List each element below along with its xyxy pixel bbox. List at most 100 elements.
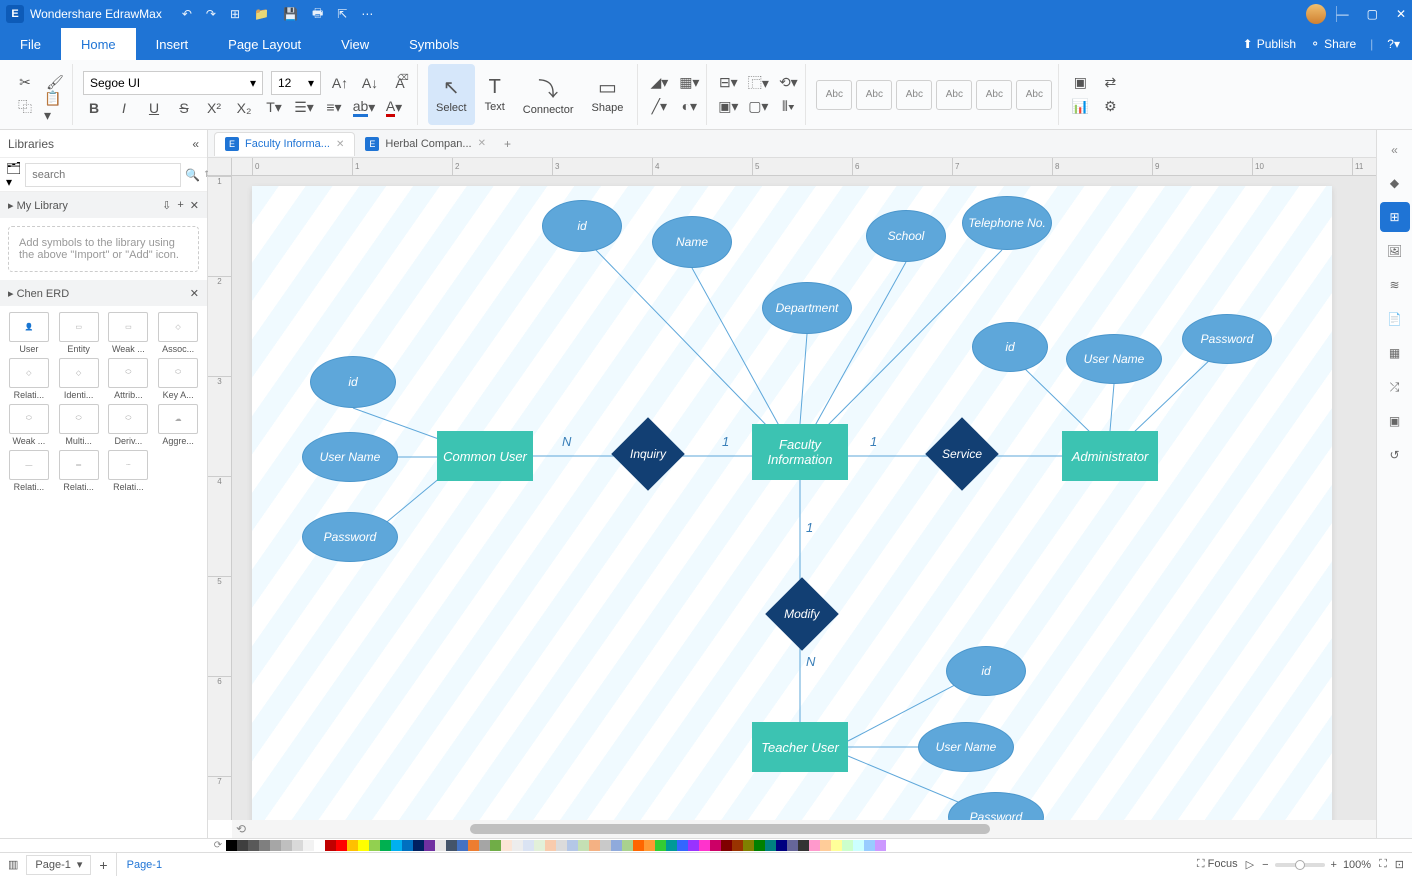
er-attribute[interactable]: School: [866, 210, 946, 262]
er-attribute[interactable]: Password: [302, 512, 398, 562]
lib-add-icon[interactable]: +: [177, 199, 183, 212]
chenerd-close-icon[interactable]: ✕: [190, 287, 199, 300]
expand-right-icon[interactable]: «: [1381, 136, 1409, 164]
color-swatch[interactable]: [831, 840, 842, 851]
style-chip-2[interactable]: Abc: [896, 80, 932, 110]
color-swatch[interactable]: [369, 840, 380, 851]
shape-3[interactable]: ◇Assoc...: [155, 312, 201, 354]
er-attribute[interactable]: Telephone No.: [962, 196, 1052, 250]
er-attribute[interactable]: User Name: [1066, 334, 1162, 384]
strike-icon[interactable]: S: [173, 97, 195, 119]
rt-shuffle-icon[interactable]: ⤮: [1380, 372, 1410, 402]
color-swatch[interactable]: [248, 840, 259, 851]
color-swatch[interactable]: [446, 840, 457, 851]
style-chip-5[interactable]: Abc: [1016, 80, 1052, 110]
library-search-input[interactable]: [25, 163, 181, 187]
close-tab-icon[interactable]: ✕: [336, 139, 344, 150]
color-swatch[interactable]: [226, 840, 237, 851]
color-swatch[interactable]: [600, 840, 611, 851]
bold-icon[interactable]: B: [83, 97, 105, 119]
page-tab[interactable]: Page-1: [116, 853, 172, 876]
new-icon[interactable]: ⊞: [230, 7, 240, 21]
fullscreen-icon[interactable]: ⊡: [1395, 858, 1404, 871]
shape-10[interactable]: ⬭Deriv...: [106, 404, 152, 446]
color-swatch[interactable]: [853, 840, 864, 851]
collapse-left-icon[interactable]: «: [192, 137, 199, 151]
style-chip-0[interactable]: Abc: [816, 80, 852, 110]
shape-4[interactable]: ◇Relati...: [6, 358, 52, 400]
color-swatch[interactable]: [787, 840, 798, 851]
color-swatch[interactable]: [578, 840, 589, 851]
line-spacing-icon[interactable]: ≡▾: [323, 97, 345, 119]
fit-page-icon[interactable]: ⛶: [1379, 858, 1387, 871]
palette-refresh-icon[interactable]: ⟳: [210, 839, 226, 853]
er-entity-commonUser[interactable]: Common User: [437, 431, 533, 481]
er-attribute[interactable]: User Name: [302, 432, 398, 482]
er-relationship-service[interactable]: Service: [925, 417, 999, 491]
color-swatch[interactable]: [512, 840, 523, 851]
superscript-icon[interactable]: X²: [203, 97, 225, 119]
highlight-icon[interactable]: ab▾: [353, 97, 375, 119]
color-swatch[interactable]: [325, 840, 336, 851]
print-icon[interactable]: 🖶: [312, 4, 323, 25]
shape-2[interactable]: ▭Weak ...: [106, 312, 152, 354]
font-color-icon[interactable]: A▾: [383, 97, 405, 119]
redo-icon[interactable]: ↷: [206, 7, 216, 21]
er-entity-facultyInfo[interactable]: Faculty Information: [752, 424, 848, 480]
underline-icon[interactable]: U: [143, 97, 165, 119]
er-attribute[interactable]: Password: [948, 792, 1044, 820]
menu-home[interactable]: Home: [61, 28, 136, 60]
add-page-button[interactable]: +: [99, 857, 107, 873]
style-chip-4[interactable]: Abc: [976, 80, 1012, 110]
color-swatch[interactable]: [490, 840, 501, 851]
color-swatch[interactable]: [842, 840, 853, 851]
shape-7[interactable]: ⬭Key A...: [155, 358, 201, 400]
menu-view[interactable]: View: [321, 28, 389, 60]
lib-import-icon[interactable]: ⇩: [162, 199, 171, 212]
ribbon-opt3-icon[interactable]: 📊: [1069, 96, 1091, 118]
shape-5[interactable]: ◇Identi...: [56, 358, 102, 400]
shape-6[interactable]: ⬭Attrib...: [106, 358, 152, 400]
color-swatch[interactable]: [424, 840, 435, 851]
ribbon-opt4-icon[interactable]: ⚙: [1099, 96, 1121, 118]
menu-file[interactable]: File: [0, 28, 61, 60]
play-button[interactable]: ▷: [1246, 858, 1254, 871]
tool-select[interactable]: ↖Select: [428, 64, 475, 125]
italic-icon[interactable]: I: [113, 97, 135, 119]
shape-13[interactable]: ═Relati...: [56, 450, 102, 492]
subscript-icon[interactable]: X₂: [233, 97, 255, 119]
color-swatch[interactable]: [292, 840, 303, 851]
copy-icon[interactable]: ⿻: [14, 96, 36, 118]
open-icon[interactable]: 📁: [254, 7, 269, 21]
menu-symbols[interactable]: Symbols: [389, 28, 479, 60]
color-swatch[interactable]: [259, 840, 270, 851]
tool-connector[interactable]: ⤵Connector: [515, 64, 582, 125]
color-swatch[interactable]: [622, 840, 633, 851]
color-swatch[interactable]: [875, 840, 886, 851]
ribbon-opt1-icon[interactable]: ▣: [1069, 72, 1091, 94]
library-picker-icon[interactable]: 🗂▾: [6, 161, 21, 189]
color-swatch[interactable]: [468, 840, 479, 851]
zoom-in-button[interactable]: +: [1331, 859, 1337, 871]
er-attribute[interactable]: Password: [1182, 314, 1272, 364]
color-swatch[interactable]: [435, 840, 446, 851]
er-attribute[interactable]: id: [972, 322, 1048, 372]
color-swatch[interactable]: [281, 840, 292, 851]
er-attribute[interactable]: Department: [762, 282, 852, 334]
doc-tab[interactable]: EFaculty Informa...✕: [214, 132, 355, 156]
font-size-select[interactable]: 12▾: [271, 71, 321, 95]
color-swatch[interactable]: [479, 840, 490, 851]
color-swatch[interactable]: [677, 840, 688, 851]
color-swatch[interactable]: [633, 840, 644, 851]
rt-present-icon[interactable]: ▣: [1380, 406, 1410, 436]
rt-history-icon[interactable]: ↺: [1380, 440, 1410, 470]
user-avatar[interactable]: [1306, 4, 1326, 24]
menu-page-layout[interactable]: Page Layout: [208, 28, 321, 60]
color-swatch[interactable]: [314, 840, 325, 851]
color-swatch[interactable]: [501, 840, 512, 851]
color-swatch[interactable]: [380, 840, 391, 851]
color-swatch[interactable]: [820, 840, 831, 851]
color-swatch[interactable]: [567, 840, 578, 851]
theme-icon[interactable]: ◐▾: [678, 96, 700, 118]
canvas-page[interactable]: Common UserFaculty InformationAdministra…: [252, 186, 1332, 820]
